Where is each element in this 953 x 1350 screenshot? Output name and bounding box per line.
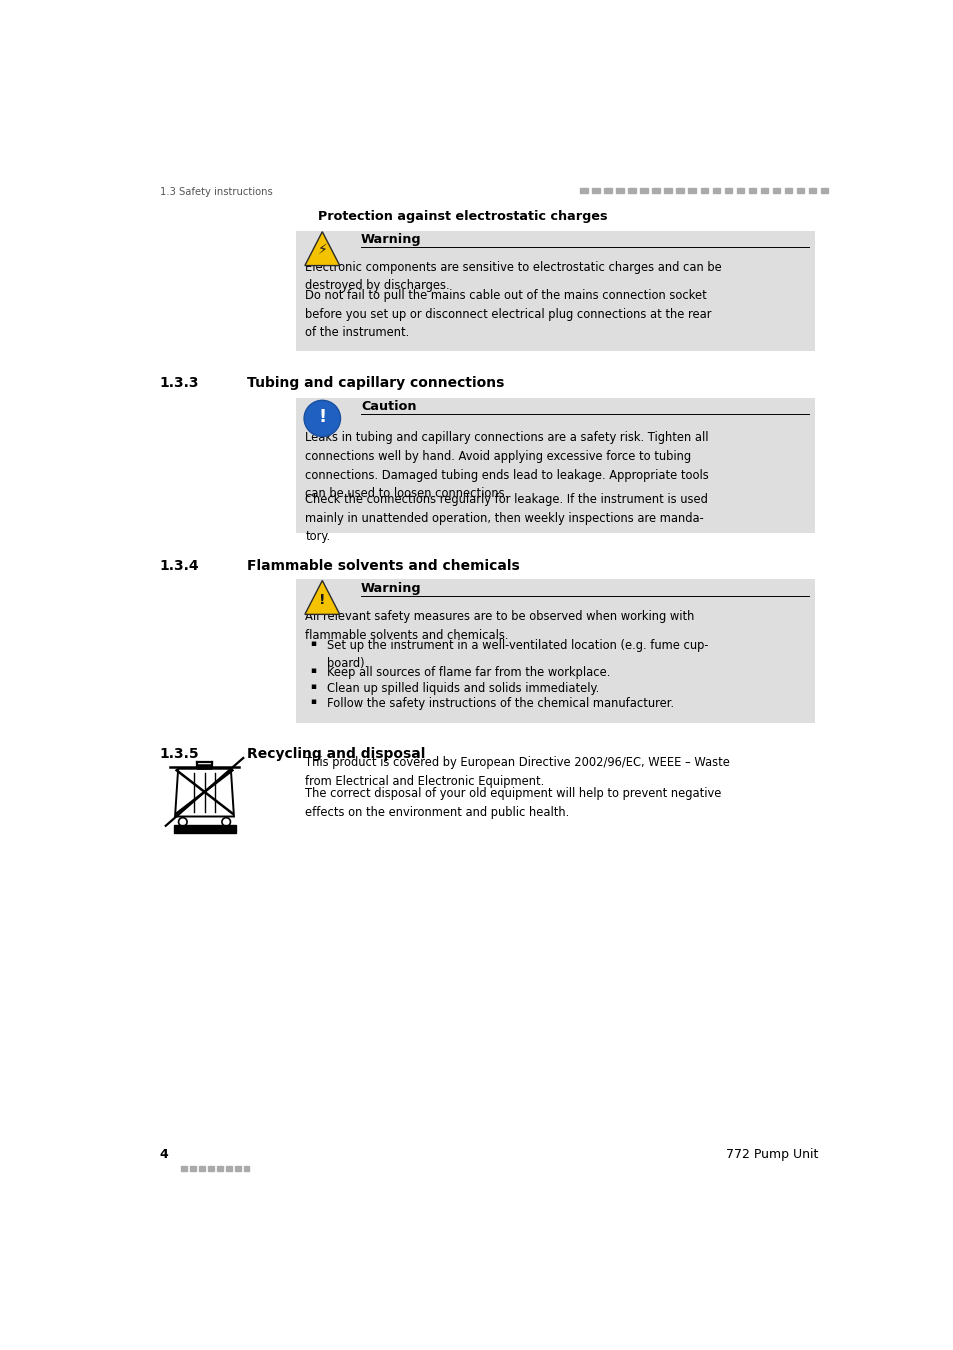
Text: Caution: Caution [360,400,416,413]
Text: !: ! [318,408,326,427]
Bar [736,188,743,193]
Bar [181,1165,187,1170]
Text: Warning: Warning [360,582,421,594]
Bar [579,188,587,193]
Bar [712,188,720,193]
Bar [234,1165,240,1170]
Text: Keep all sources of flame far from the workplace.: Keep all sources of flame far from the w… [327,667,610,679]
Polygon shape [305,580,339,614]
Bar [723,188,732,193]
Text: ⚡: ⚡ [317,243,327,256]
Text: Flammable solvents and chemicals: Flammable solvents and chemicals [247,559,519,572]
Text: !: ! [318,593,325,606]
Bar [592,188,599,193]
Text: Electronic components are sensitive to electrostatic charges and can be
destroye: Electronic components are sensitive to e… [305,261,721,292]
FancyBboxPatch shape [295,579,815,722]
Text: 1.3.5: 1.3.5 [159,747,199,761]
Bar [796,188,803,193]
Text: The correct disposal of your old equipment will help to prevent negative
effects: The correct disposal of your old equipme… [305,787,720,818]
Bar [243,1165,249,1170]
Text: 4: 4 [159,1149,168,1161]
Bar [639,188,647,193]
Bar [216,1165,222,1170]
Bar [208,1165,213,1170]
Text: This product is covered by European Directive 2002/96/EC, WEEE – Waste
from Elec: This product is covered by European Dire… [305,756,729,788]
Bar [664,188,672,193]
Circle shape [304,401,340,436]
Text: ▪: ▪ [310,697,315,706]
Bar [808,188,816,193]
Bar [604,188,612,193]
Text: Set up the instrument in a well-ventilated location (e.g. fume cup-
board).: Set up the instrument in a well-ventilat… [327,640,708,670]
Bar [820,188,827,193]
Text: Check the connections regularly for leakage. If the instrument is used
mainly in: Check the connections regularly for leak… [305,493,707,543]
Bar [676,188,683,193]
FancyBboxPatch shape [295,231,815,351]
Bar [173,825,235,833]
Text: Tubing and capillary connections: Tubing and capillary connections [247,377,504,390]
Bar [772,188,780,193]
Bar [688,188,696,193]
Text: 1.3.4: 1.3.4 [159,559,199,572]
Text: 1.3.3: 1.3.3 [159,377,199,390]
Text: ▪: ▪ [310,682,315,691]
Text: 772 Pump Unit: 772 Pump Unit [725,1149,818,1161]
Bar [652,188,659,193]
Polygon shape [305,232,339,266]
Text: Warning: Warning [360,232,421,246]
Bar [199,1165,205,1170]
Text: Do not fail to pull the mains cable out of the mains connection socket
before yo: Do not fail to pull the mains cable out … [305,289,711,339]
Bar [616,188,623,193]
Text: Follow the safety instructions of the chemical manufacturer.: Follow the safety instructions of the ch… [327,697,674,710]
Text: Protection against electrostatic charges: Protection against electrostatic charges [317,209,606,223]
Text: ▪: ▪ [310,667,315,675]
Text: 1.3 Safety instructions: 1.3 Safety instructions [159,186,272,197]
Bar [628,188,636,193]
Bar [748,188,756,193]
Bar [190,1165,195,1170]
FancyBboxPatch shape [295,398,815,533]
Text: ▪: ▪ [310,640,315,648]
Text: All relevant safety measures are to be observed when working with
flammable solv: All relevant safety measures are to be o… [305,610,694,641]
Text: Clean up spilled liquids and solids immediately.: Clean up spilled liquids and solids imme… [327,682,598,695]
Bar [760,188,767,193]
Text: Recycling and disposal: Recycling and disposal [247,747,425,761]
Text: Leaks in tubing and capillary connections are a safety risk. Tighten all
connect: Leaks in tubing and capillary connection… [305,432,708,500]
Bar [783,188,792,193]
Bar [226,1165,232,1170]
Bar [700,188,707,193]
